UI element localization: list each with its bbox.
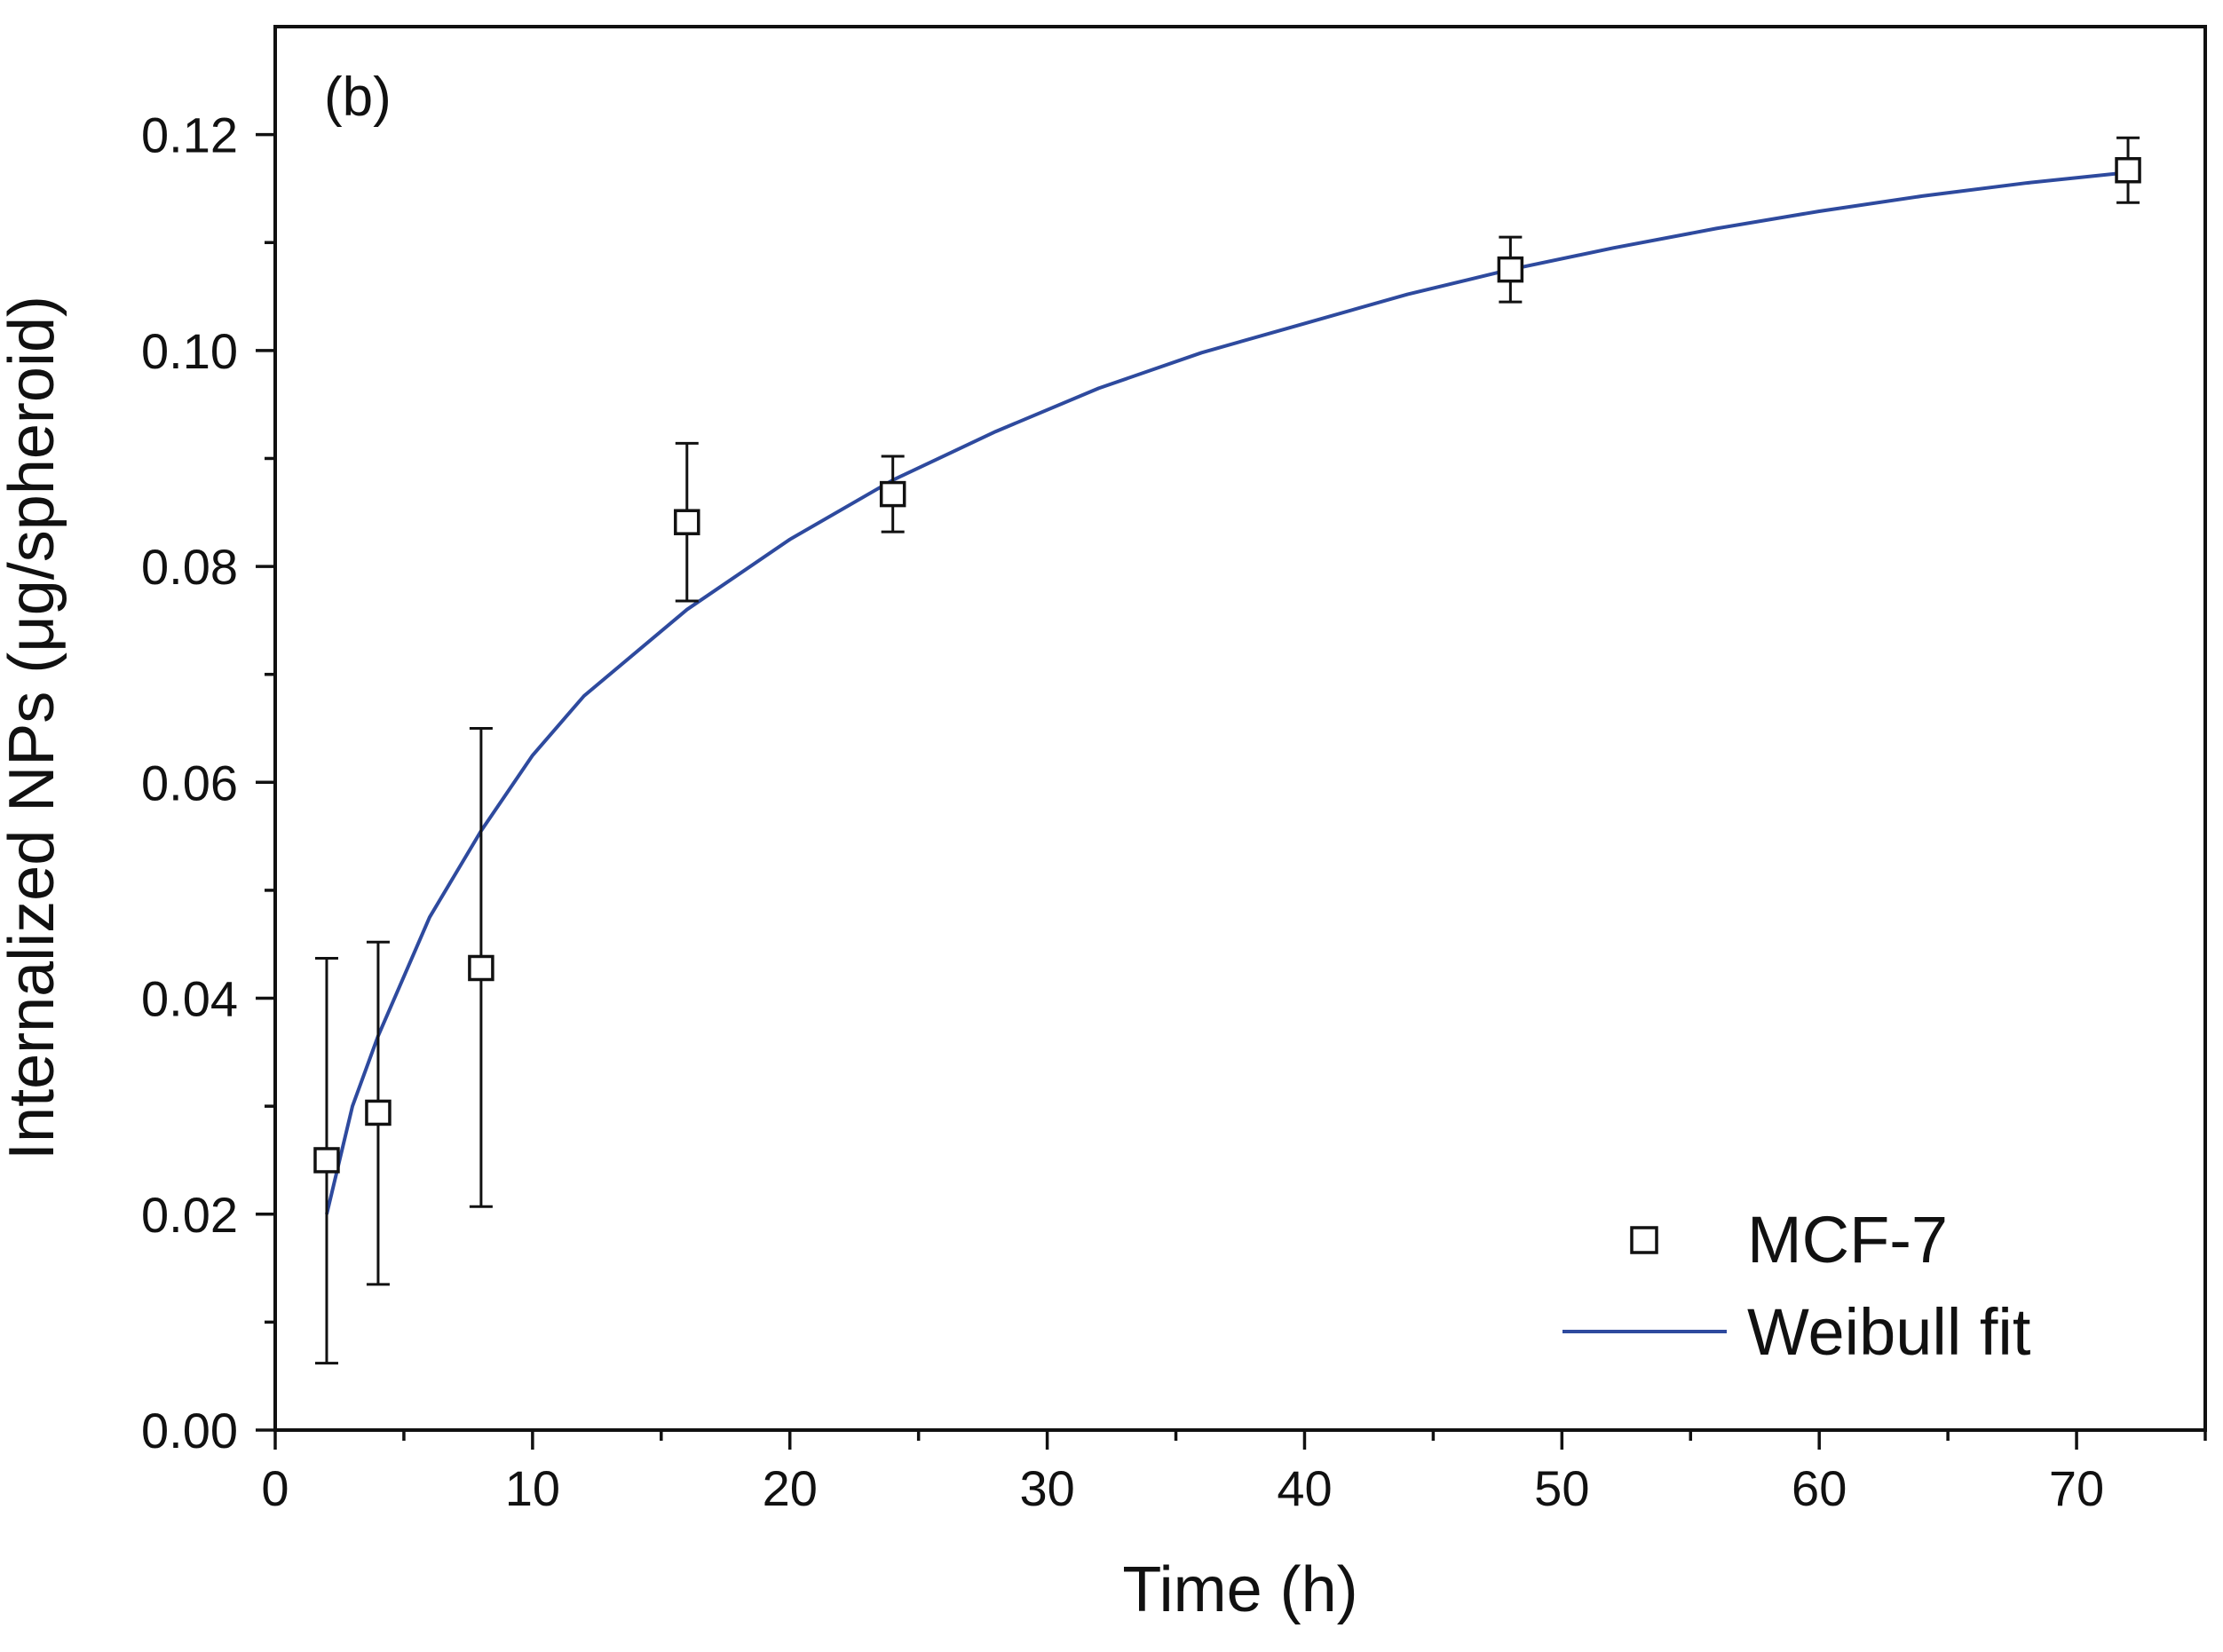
point-marker [674, 509, 700, 535]
data-point [365, 940, 392, 1286]
y-tick-label: 0.06 [141, 755, 238, 810]
y-tick-label: 0.08 [141, 539, 238, 595]
y-axis-title: Internalized NPs (μg/spheroid) [0, 296, 67, 1160]
y-tick-label: 0.00 [141, 1403, 238, 1458]
points-layer [313, 136, 2141, 1365]
legend: MCF-7 Weibull fit [1562, 1203, 2031, 1369]
y-axis: 0.00 0.02 0.04 0.06 0.08 0.10 0.12 [141, 107, 275, 1458]
y-tick-label: 0.10 [141, 323, 238, 379]
x-tick-label: 60 [1792, 1460, 1847, 1516]
x-axis: 0 10 20 30 40 50 60 70 [261, 1430, 2207, 1516]
data-point [879, 454, 906, 534]
x-tick-label: 0 [261, 1460, 289, 1516]
x-tick-label: 70 [2049, 1460, 2104, 1516]
point-marker [313, 1147, 340, 1174]
data-point [1497, 235, 1524, 304]
legend-marker-mcf7 [1630, 1226, 1658, 1254]
panel-label: (b) [324, 67, 392, 128]
y-tick-label: 0.02 [141, 1187, 238, 1243]
point-marker [1497, 256, 1524, 283]
weibull-fit-line [325, 170, 2129, 1215]
x-axis-title: Time (h) [1122, 1554, 1357, 1625]
y-tick-label: 0.04 [141, 971, 238, 1027]
y-tick-label: 0.12 [141, 107, 238, 163]
data-point [2115, 136, 2141, 204]
x-tick-label: 20 [763, 1460, 818, 1516]
x-tick-label: 40 [1277, 1460, 1332, 1516]
data-point [313, 957, 340, 1365]
x-tick-label: 10 [505, 1460, 560, 1516]
point-marker [2115, 156, 2141, 184]
point-marker [365, 1099, 392, 1126]
point-marker [879, 480, 906, 508]
x-tick-label: 30 [1019, 1460, 1074, 1516]
legend-label-mcf7: MCF-7 [1747, 1203, 1948, 1277]
data-point [468, 727, 494, 1208]
fit-layer [325, 170, 2129, 1215]
data-point [674, 441, 700, 603]
legend-label-weibull: Weibull fit [1747, 1295, 2031, 1369]
point-marker [468, 954, 494, 982]
x-tick-label: 50 [1534, 1460, 1589, 1516]
plot-frame [273, 25, 2207, 1432]
